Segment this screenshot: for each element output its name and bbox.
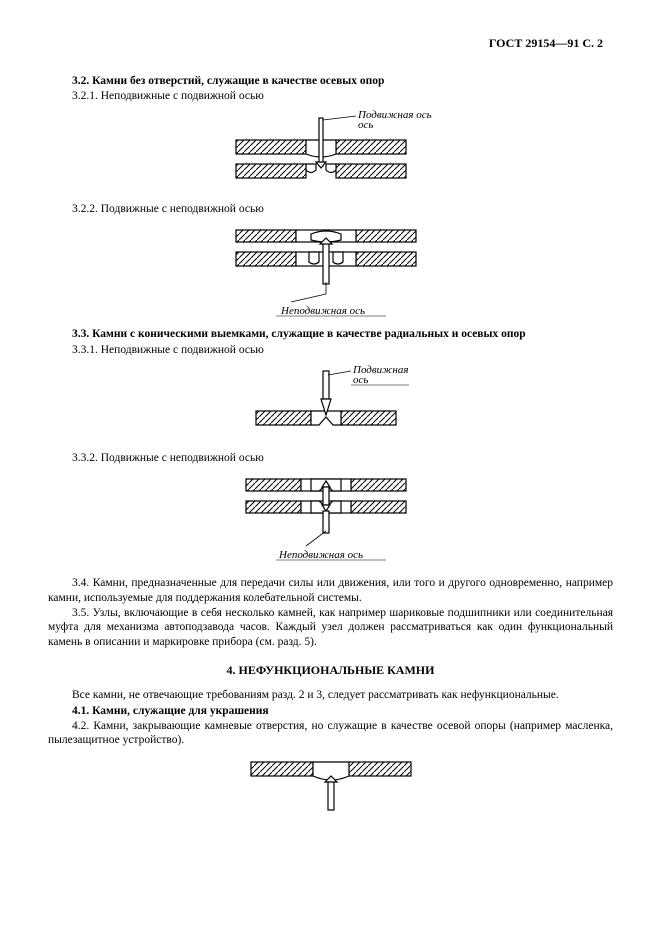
- sec-3-2-1: 3.2.1. Неподвижные с подвижной осью: [48, 89, 613, 103]
- label-fixed-axis: Неподвижная ось: [280, 305, 365, 317]
- sec-4-intro: Все камни, не отвечающие требованиям раз…: [48, 688, 613, 702]
- sec-3-3-title: 3.3. Камни с коническими выемками, служа…: [48, 327, 613, 341]
- figure-3-2-2: Неподвижная ось: [221, 222, 441, 317]
- label-movable-axis-b2: ось: [353, 374, 368, 386]
- label-movable-axis-2: ось: [358, 119, 373, 131]
- sec-4-1: 4.1. Камни, служащие для украшения: [48, 704, 613, 718]
- figure-3-2-1: Подвижная ось ось: [226, 110, 436, 192]
- figure-3-3-2: Неподвижная ось: [231, 471, 431, 566]
- page-header: ГОСТ 29154—91 С. 2: [489, 36, 603, 51]
- para-3-4: 3.4. Камни, предназначенные для передачи…: [48, 576, 613, 605]
- sec-3-2-2: 3.2.2. Подвижные с неподвижной осью: [48, 202, 613, 216]
- page-body: 3.2. Камни без отверстий, служащие в кач…: [48, 74, 613, 814]
- sec-3-3-2: 3.3.2. Подвижные с неподвижной осью: [48, 451, 613, 465]
- label-fixed-axis-b: Неподвижная ось: [278, 549, 363, 561]
- sec-4-head: 4. НЕФУНКЦИОНАЛЬНЫЕ КАМНИ: [48, 663, 613, 678]
- para-3-5: 3.5. Узлы, включающие в себя несколько к…: [48, 606, 613, 649]
- sec-3-3-1: 3.3.1. Неподвижные с подвижной осью: [48, 343, 613, 357]
- figure-3-3-1: Подвижная ось: [241, 363, 421, 441]
- sec-4-2: 4.2. Камни, закрывающие камневые отверст…: [48, 719, 613, 748]
- figure-4-2: [236, 754, 426, 814]
- sec-3-2-title: 3.2. Камни без отверстий, служащие в кач…: [48, 74, 613, 88]
